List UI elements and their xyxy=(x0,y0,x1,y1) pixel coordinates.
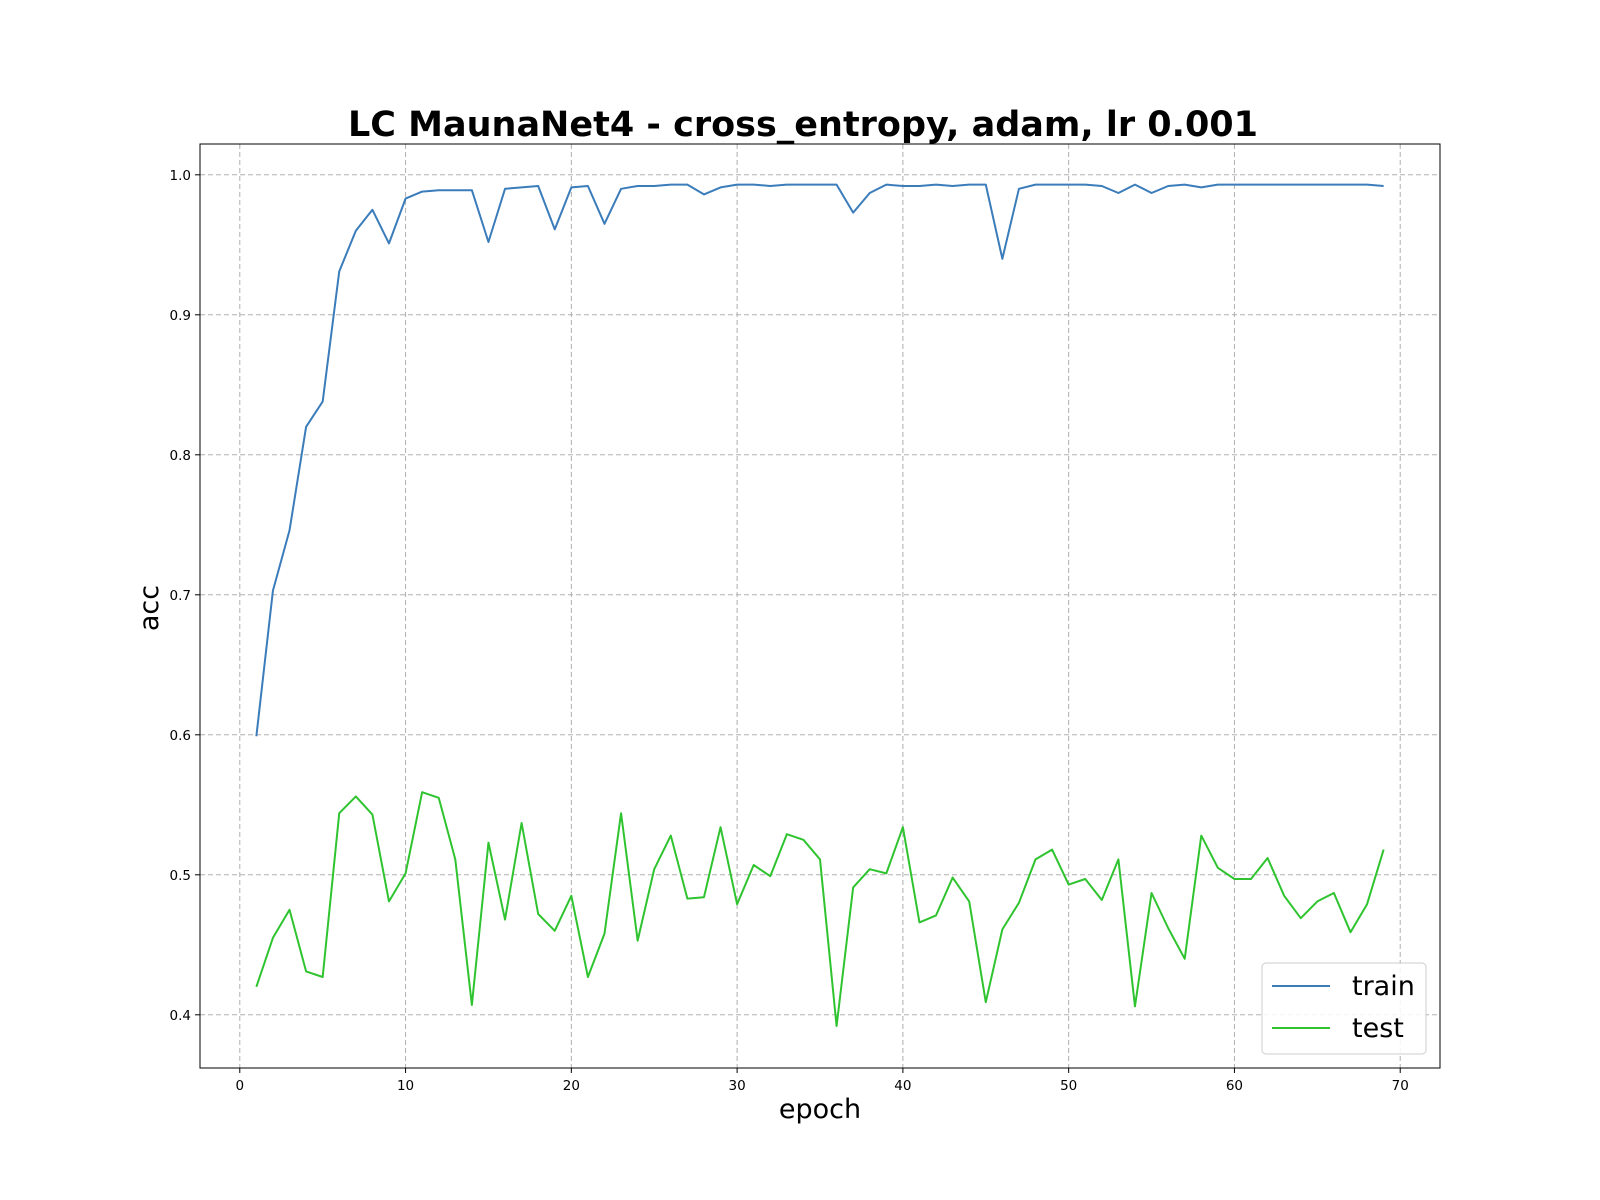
ticks: 0 10 20 30 40 50 60 70 0.4 0.5 0.6 0.7 0.8 0.9 1.0 xyxy=(170,168,1409,1094)
series-layer xyxy=(255,183,1385,1027)
y-axis-label: acc xyxy=(134,585,165,631)
y-tick-label: 0.4 xyxy=(170,1008,191,1024)
x-tick-label: 20 xyxy=(563,1078,580,1094)
series-line-test xyxy=(255,791,1385,1027)
y-tick-label: 0.5 xyxy=(170,868,191,884)
y-tick-label: 0.9 xyxy=(170,308,191,324)
legend-test-label: test xyxy=(1352,1013,1404,1044)
x-tick-label: 40 xyxy=(894,1078,911,1094)
x-tick-label: 50 xyxy=(1060,1078,1077,1094)
plot-frame xyxy=(199,143,1441,1069)
x-tick-label: 10 xyxy=(397,1078,414,1094)
legend-train-label: train xyxy=(1352,971,1415,1002)
x-tick-label: 60 xyxy=(1226,1078,1243,1094)
x-tick-label: 0 xyxy=(235,1078,244,1094)
series-line-train xyxy=(255,183,1384,737)
y-tick-label: 0.8 xyxy=(170,448,191,464)
chart-title: LC MaunaNet4 - cross_entropy, adam, lr 0… xyxy=(348,105,1258,145)
y-tick-label: 0.7 xyxy=(170,588,191,604)
legend: train test xyxy=(1261,962,1427,1055)
y-tick-label: 0.6 xyxy=(170,728,191,744)
x-tick-label: 70 xyxy=(1392,1078,1409,1094)
grid xyxy=(200,144,1440,1068)
x-tick-label: 30 xyxy=(729,1078,746,1094)
x-axis-label: epoch xyxy=(779,1094,861,1125)
y-tick-label: 1.0 xyxy=(170,168,191,184)
